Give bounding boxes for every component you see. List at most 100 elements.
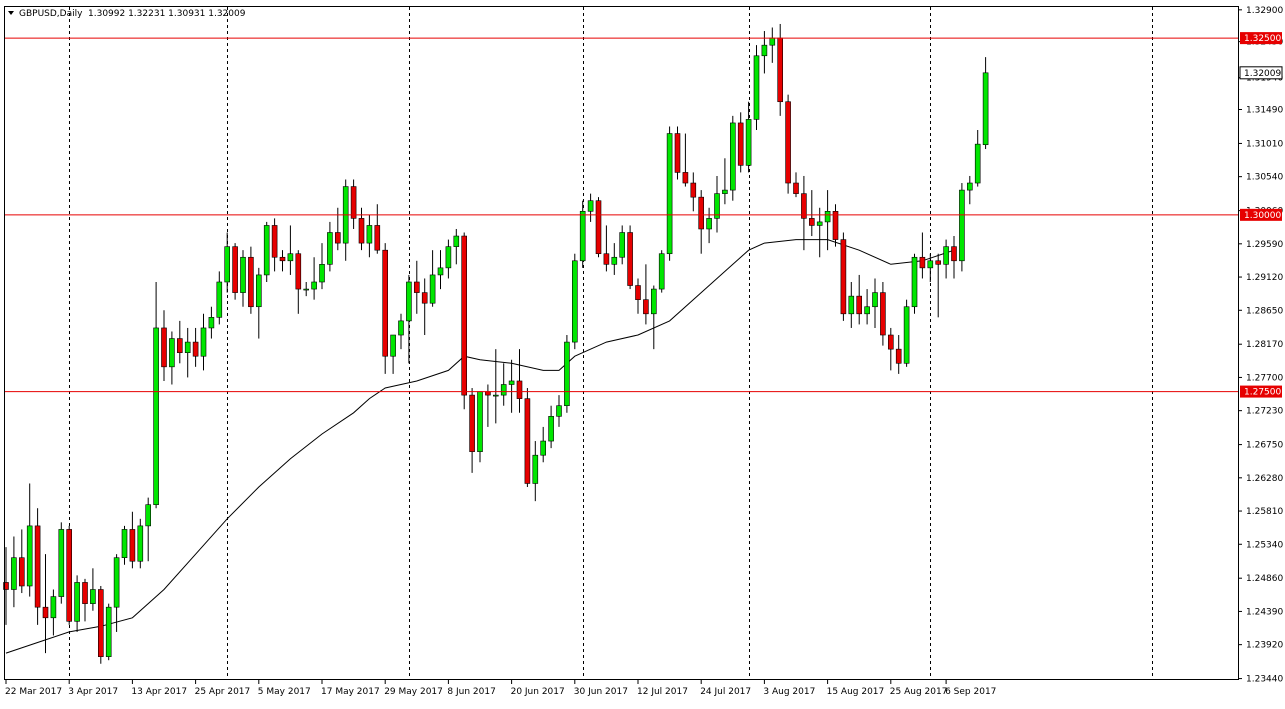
candle-100 [793, 172, 799, 198]
candle-63 [500, 363, 507, 406]
candle-body [129, 529, 136, 562]
y-tick-label: 1.28650 [1246, 306, 1283, 316]
candle-body [232, 246, 238, 293]
candle-body [216, 281, 223, 318]
candle-14 [113, 554, 120, 632]
y-tick-label: 1.29590 [1246, 240, 1283, 250]
candle-body [564, 341, 570, 407]
candle-34 [271, 218, 278, 272]
candle-10 [82, 578, 88, 622]
candle-body [959, 189, 965, 262]
candle-body [398, 320, 404, 336]
candle-51 [406, 274, 412, 364]
candle-35 [279, 250, 286, 272]
candle-32 [255, 267, 262, 339]
candle-22 [177, 320, 183, 364]
candle-94 [745, 101, 752, 173]
candle-117 [927, 253, 934, 282]
candle-body [366, 225, 373, 244]
candle-4 [34, 508, 41, 625]
candle-body [872, 292, 878, 308]
candle-body [192, 341, 199, 357]
candle-85 [674, 126, 681, 180]
candle-body [34, 525, 41, 608]
candle-112 [887, 327, 894, 371]
candle-30 [240, 250, 246, 307]
candle-105 [832, 204, 839, 247]
candle-123 [974, 130, 981, 187]
y-tick-label: 1.27230 [1246, 407, 1283, 417]
candle-119 [943, 239, 949, 279]
candle-body [177, 338, 183, 353]
candle-46 [366, 214, 373, 258]
price-axis[interactable]: 1.329001.324501.319401.314901.310101.305… [1238, 6, 1283, 685]
candle-body [413, 281, 420, 293]
y-tick-label: 1.24860 [1246, 574, 1283, 584]
candle-11 [90, 568, 96, 611]
candle-body [745, 119, 752, 166]
candle-15 [121, 525, 128, 565]
candle-body [255, 274, 262, 308]
candles [3, 23, 989, 664]
candle-body [516, 380, 523, 399]
candle-body [421, 292, 428, 304]
chart-header: GBPUSD,Daily 1.30992 1.32231 1.30931 1.3… [8, 9, 246, 19]
y-tick-label: 1.32900 [1246, 6, 1283, 16]
candle-body [848, 295, 855, 315]
candle-89 [706, 207, 712, 244]
candle-body [271, 225, 278, 258]
candle-body [406, 281, 412, 322]
candle-57 [453, 228, 460, 265]
candle-body [935, 260, 942, 265]
level-tag-label: 1.30000 [1244, 211, 1281, 221]
candle-9 [74, 575, 80, 632]
candle-body [208, 317, 215, 329]
candle-84 [666, 126, 673, 261]
candle-body [461, 235, 468, 396]
candle-87 [690, 172, 697, 212]
candle-75 [595, 197, 602, 258]
candle-body [11, 557, 17, 590]
candle-28 [224, 232, 230, 293]
candle-body [319, 264, 325, 283]
candle-23 [184, 327, 191, 378]
candle-64 [508, 359, 515, 413]
candle-body [42, 606, 49, 619]
candle-106 [840, 232, 847, 321]
y-tick-label: 1.25810 [1246, 507, 1283, 517]
candle-body [682, 172, 689, 184]
chevron-down-icon[interactable] [8, 11, 14, 15]
candle-2 [18, 529, 25, 594]
candle-body [737, 122, 744, 166]
candle-1 [11, 536, 17, 608]
candle-109 [864, 289, 870, 325]
candle-body [508, 380, 515, 385]
candle-86 [682, 133, 689, 187]
candle-25 [200, 313, 207, 371]
y-tick-label: 1.30540 [1246, 173, 1283, 183]
x-tick-label: 13 Apr 2017 [131, 687, 187, 697]
candle-6 [50, 589, 57, 636]
candle-body [98, 589, 104, 657]
candle-body [279, 256, 286, 262]
candle-body [66, 529, 72, 622]
candle-body [966, 182, 973, 191]
candle-body [113, 557, 120, 608]
y-tick-label: 1.24390 [1246, 607, 1283, 617]
candle-body [650, 288, 657, 315]
x-tick-label: 6 Sep 2017 [945, 687, 996, 697]
candle-47 [374, 204, 381, 254]
candle-58 [461, 232, 468, 410]
candle-99 [785, 94, 791, 194]
candle-73 [579, 200, 586, 268]
candle-body [524, 398, 531, 484]
candle-body [571, 260, 578, 343]
candle-body [540, 440, 547, 456]
candle-115 [911, 253, 918, 314]
candle-body [26, 525, 33, 587]
candle-37 [295, 250, 302, 314]
time-axis[interactable]: 22 Mar 2017 3 Apr 2017 13 Apr 2017 25 Apr 2… [5, 680, 996, 697]
candle-74 [587, 193, 594, 222]
